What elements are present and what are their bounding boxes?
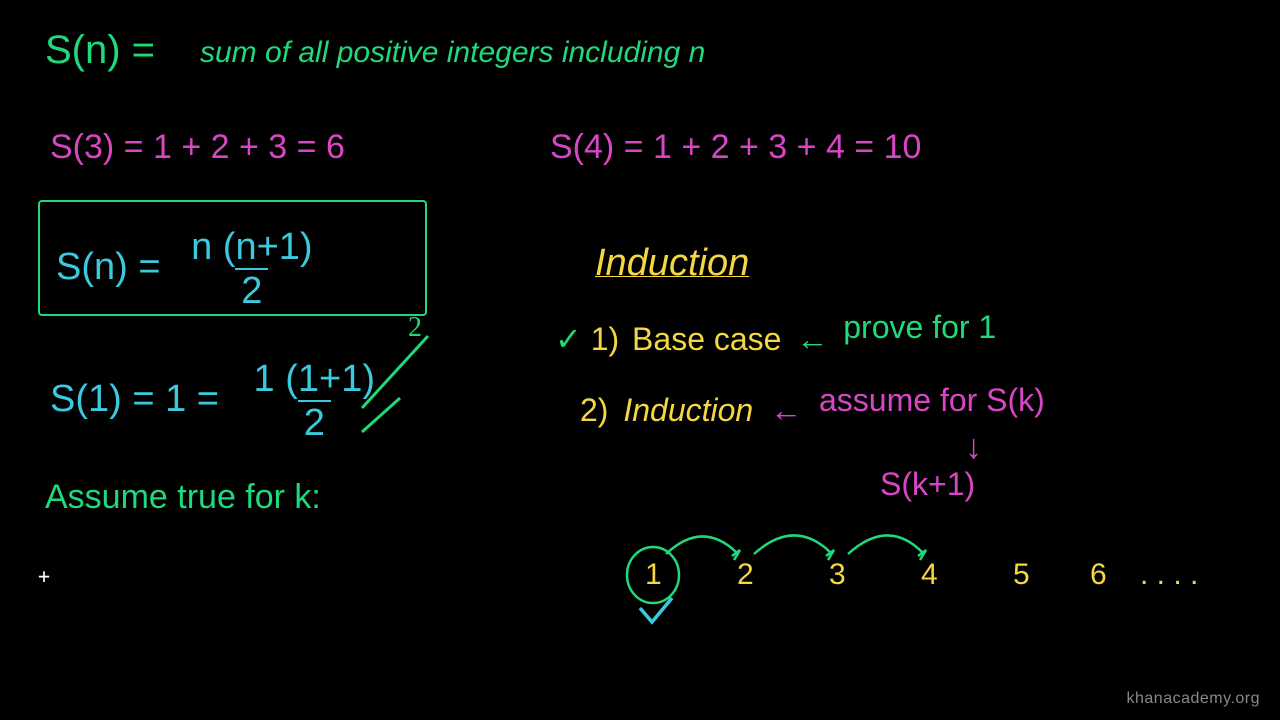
step2: 2) Induction ← assume for S(k) (580, 392, 1045, 429)
seq-3: 3 (829, 558, 846, 592)
base-case-s1: S(1) = 1 = 1 (1+1) 2 (50, 360, 381, 442)
step2-down-arrow: ↓ (965, 428, 982, 467)
formula-numerator: n (n+1) (185, 228, 318, 268)
s1-denominator: 2 (298, 400, 331, 442)
step1-arrow: ← (796, 321, 828, 357)
formula: S(n) = n (n+1) 2 (56, 228, 319, 310)
seq-6: 6 (1090, 558, 1107, 592)
cursor-icon: + (38, 564, 50, 588)
formula-fraction: n (n+1) 2 (185, 228, 318, 310)
formula-lhs: S(n) = (56, 246, 161, 288)
seq-5: 5 (1013, 558, 1030, 592)
s1-numerator: 1 (1+1) (248, 360, 381, 400)
definition-rhs: sum of all positive integers including n (200, 36, 705, 70)
assume-line: Assume true for k: (45, 478, 321, 517)
step1: ✓ 1) Base case ← prove for 1 (555, 320, 996, 358)
example-s3: S(3) = 1 + 2 + 3 = 6 (50, 128, 345, 167)
step1-label: Base case (632, 321, 781, 357)
seq-2: 2 (737, 558, 754, 592)
seq-dots: . . . . (1140, 558, 1198, 592)
step2-arrow: ← (770, 392, 802, 428)
s1-fraction: 1 (1+1) 2 (248, 360, 381, 442)
step2-result: S(k+1) (880, 466, 975, 503)
s1-anno-2: 2 (408, 312, 422, 343)
step1-desc: prove for 1 (843, 309, 996, 345)
seq-4: 4 (921, 558, 938, 592)
s1-lhs: S(1) = 1 = (50, 378, 219, 420)
formula-denominator: 2 (235, 268, 268, 310)
example-s4: S(4) = 1 + 2 + 3 + 4 = 10 (550, 128, 921, 167)
step2-label: Induction (623, 392, 753, 428)
step1-check: ✓ (555, 321, 582, 357)
step1-num: 1) (591, 321, 619, 357)
induction-title: Induction (595, 242, 749, 285)
step2-num: 2) (580, 392, 608, 428)
step2-desc: assume for S(k) (819, 382, 1045, 418)
seq-1: 1 (645, 558, 662, 592)
watermark: khanacademy.org (1127, 690, 1261, 708)
definition-lhs: S(n) = (45, 28, 155, 73)
